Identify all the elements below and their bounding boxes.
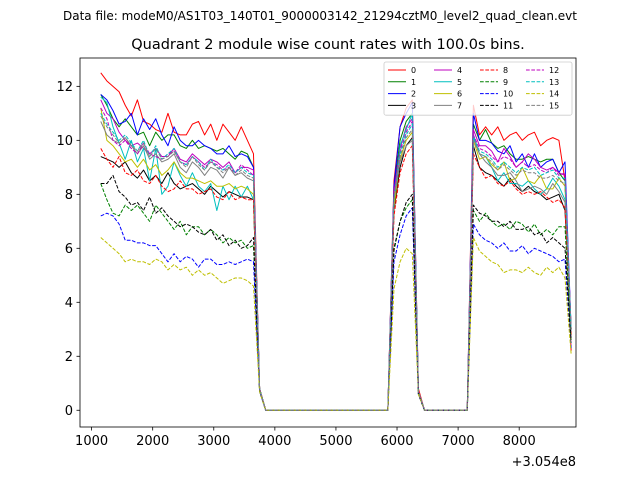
axes-frame xyxy=(79,57,577,428)
x-tick-label: 3000 xyxy=(197,434,230,449)
y-tick-label: 2 xyxy=(65,350,73,365)
x-tick-label: 7000 xyxy=(442,434,475,449)
legend-label-10: 10 xyxy=(503,90,513,99)
legend-label-2: 2 xyxy=(411,90,416,99)
legend-label-15: 15 xyxy=(549,101,559,110)
x-tick-label: 5000 xyxy=(319,434,352,449)
x-tick-label: 6000 xyxy=(380,434,413,449)
legend-box xyxy=(383,61,573,116)
legend-label-0: 0 xyxy=(411,66,416,75)
y-tick-label: 4 xyxy=(65,296,73,311)
legend-label-1: 1 xyxy=(411,78,416,87)
y-tick-label: 6 xyxy=(65,242,73,257)
figure-suptitle: Data file: modeM0/AS1T03_140T01_90000031… xyxy=(63,9,577,23)
legend-label-5: 5 xyxy=(457,78,462,87)
legend-label-8: 8 xyxy=(503,66,508,75)
y-tick-label: 12 xyxy=(56,80,73,95)
series-line-15 xyxy=(100,115,572,411)
legend-label-12: 12 xyxy=(549,66,559,75)
legend-label-7: 7 xyxy=(457,101,462,110)
legend-label-6: 6 xyxy=(457,90,462,99)
legend-label-9: 9 xyxy=(503,78,508,87)
x-tick-label: 1000 xyxy=(75,434,108,449)
legend-label-14: 14 xyxy=(549,90,559,99)
chart-title: Quadrant 2 module wise count rates with … xyxy=(131,37,525,53)
x-offset-label: +3.054e8 xyxy=(512,455,576,470)
legend-label-3: 3 xyxy=(411,101,416,110)
plot-area: 1000 2000 3000 4000 5000 6000 7000 8000+3.054e8… xyxy=(56,57,577,470)
y-tick-label: 10 xyxy=(56,134,73,149)
x-tick-label: 2000 xyxy=(136,434,169,449)
y-tick-label: 0 xyxy=(65,404,73,419)
series-group xyxy=(100,72,572,411)
legend-label-11: 11 xyxy=(503,101,513,110)
series-line-13 xyxy=(100,113,572,411)
x-tick-label: 8000 xyxy=(503,434,536,449)
x-tick-label: 4000 xyxy=(258,434,291,449)
y-tick-label: 8 xyxy=(65,188,73,203)
legend-label-4: 4 xyxy=(457,66,462,75)
legend-label-13: 13 xyxy=(549,78,559,87)
